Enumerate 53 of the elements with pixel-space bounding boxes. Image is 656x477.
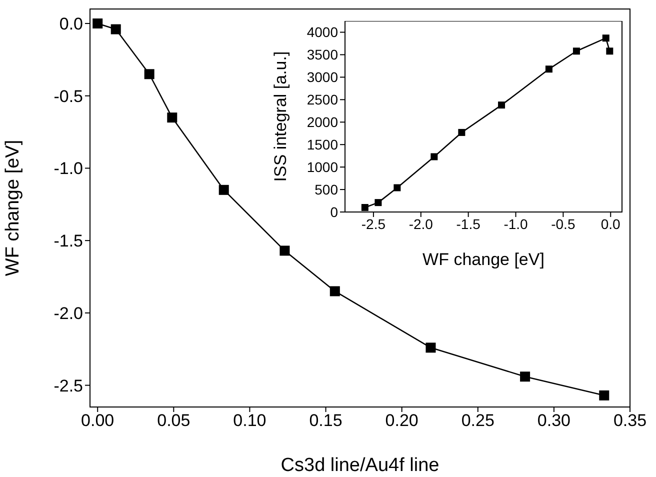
x-tick-label: -0.5 [551, 216, 576, 232]
x-tick-label: -1.0 [504, 216, 528, 232]
y-axis-title: WF change [eV] [2, 140, 24, 276]
x-tick-label: 0.10 [233, 411, 266, 430]
x-tick-label: 0.00 [81, 411, 114, 430]
y-tick-label: 2000 [306, 114, 338, 130]
y-tick-label: 4000 [306, 24, 338, 40]
y-tick-label: 1000 [306, 159, 338, 176]
x-tick-label: 0.05 [157, 411, 190, 430]
point [498, 102, 506, 109]
point [167, 112, 178, 123]
point [394, 184, 401, 192]
point [330, 286, 340, 296]
y-tick-label: 3000 [306, 69, 338, 86]
y-axis-title: ISS integral [a.u.] [271, 51, 290, 182]
x-tick-label: 0.30 [537, 411, 570, 430]
point [430, 153, 438, 160]
x-tick-label: -1.5 [456, 216, 481, 232]
point [144, 69, 154, 80]
x-tick-label: -2.0 [408, 216, 434, 232]
x-tick-label: 0.0 [600, 216, 621, 232]
x-axis-title: Cs3d line/Au4f line [280, 455, 440, 476]
point [458, 128, 466, 136]
point [361, 204, 368, 212]
point [374, 199, 382, 206]
y-tick-label: 500 [314, 182, 338, 198]
y-tick-label: 1500 [306, 136, 338, 153]
point [602, 34, 610, 42]
x-tick-label: 0.25 [461, 411, 494, 430]
y-tick-label: -0.5 [54, 86, 83, 106]
y-tick-label: -1.5 [54, 232, 83, 251]
point [606, 48, 614, 55]
point [545, 66, 552, 73]
x-tick-label: 0.20 [385, 411, 418, 430]
point [110, 24, 121, 34]
y-tick-label: 0 [330, 204, 338, 220]
point [599, 390, 610, 400]
y-tick-label: -2.0 [54, 304, 83, 323]
point [92, 18, 103, 28]
x-tick-label: 0.35 [613, 411, 647, 430]
y-tick-label: 3500 [306, 46, 338, 63]
y-tick-label: 2500 [306, 92, 338, 108]
point [426, 342, 436, 353]
point [218, 184, 229, 195]
point [520, 372, 530, 382]
x-axis-title: WF change [eV] [422, 250, 544, 269]
y-tick-label: -1.0 [54, 159, 83, 178]
point [280, 246, 290, 256]
point [572, 48, 580, 55]
y-tick-label: -2.5 [54, 376, 83, 396]
x-tick-label: -2.5 [361, 216, 386, 232]
y-tick-label: 0.0 [59, 14, 83, 34]
x-tick-label: 0.15 [309, 411, 342, 430]
